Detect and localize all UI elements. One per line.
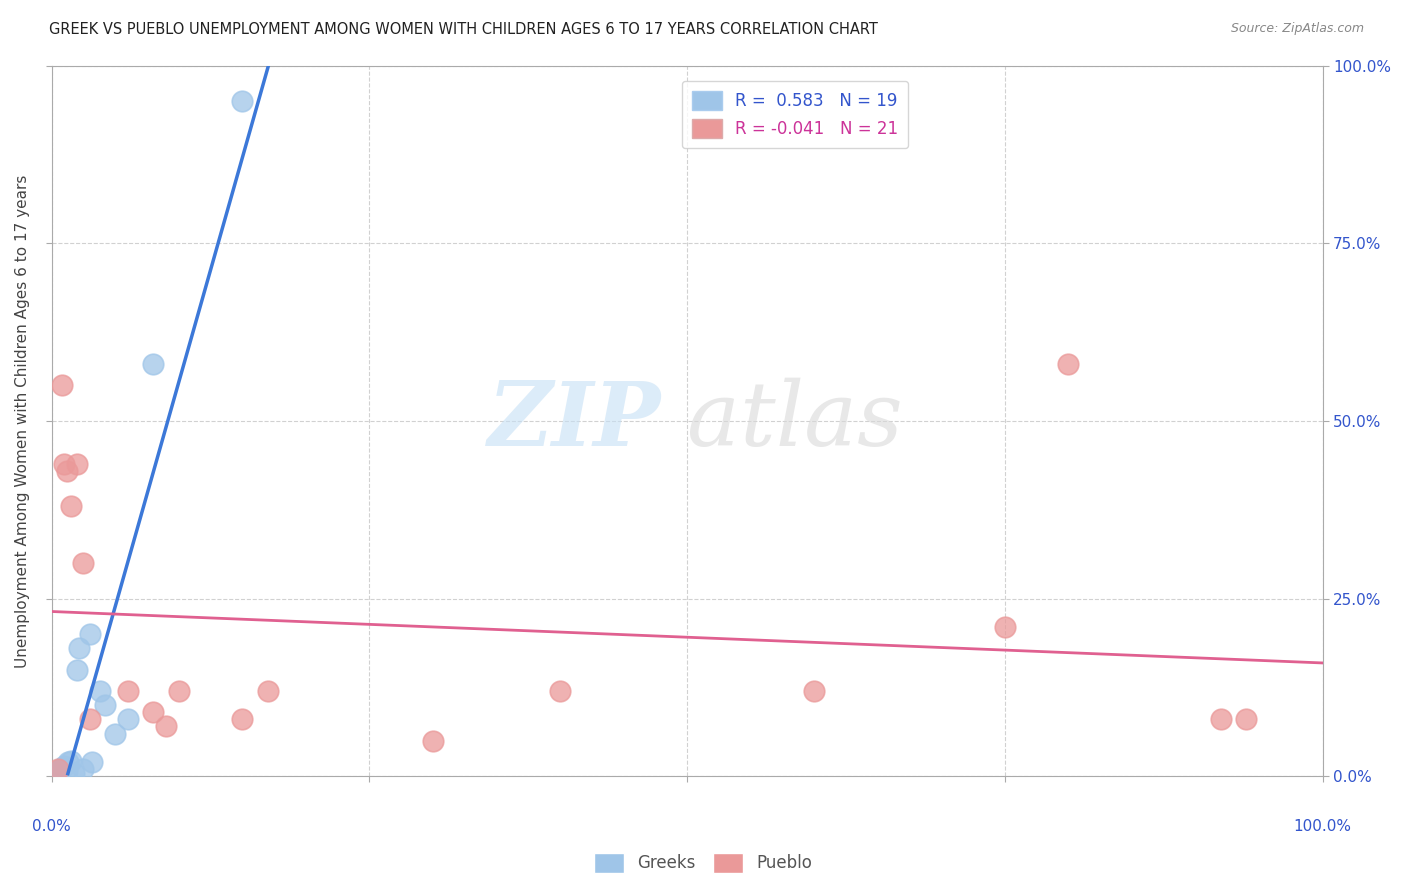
- Point: [59, 754, 82, 768]
- Point: [167, 684, 190, 698]
- Text: atlas: atlas: [688, 377, 903, 465]
- Point: [51, 761, 73, 775]
- Text: GREEK VS PUEBLO UNEMPLOYMENT AMONG WOMEN WITH CHILDREN AGES 6 TO 17 YEARS CORREL: GREEK VS PUEBLO UNEMPLOYMENT AMONG WOMEN…: [49, 22, 879, 37]
- Point: [803, 684, 825, 698]
- Point: [117, 712, 139, 726]
- Point: [53, 758, 76, 772]
- Point: [142, 357, 165, 371]
- Point: [104, 726, 127, 740]
- Point: [117, 684, 139, 698]
- Point: [53, 457, 76, 471]
- Text: 100.0%: 100.0%: [1294, 819, 1351, 834]
- Point: [46, 765, 69, 780]
- Point: [46, 762, 69, 776]
- Point: [72, 556, 94, 570]
- Legend: Greeks, Pueblo: Greeks, Pueblo: [588, 847, 818, 880]
- Point: [82, 755, 104, 769]
- Y-axis label: Unemployment Among Women with Children Ages 6 to 17 years: Unemployment Among Women with Children A…: [15, 174, 30, 667]
- Point: [1057, 357, 1080, 371]
- Point: [66, 663, 89, 677]
- Point: [231, 94, 253, 108]
- Point: [994, 620, 1017, 634]
- Point: [1234, 712, 1257, 726]
- Point: [1209, 712, 1232, 726]
- Text: 0.0%: 0.0%: [32, 819, 70, 834]
- Text: Source: ZipAtlas.com: Source: ZipAtlas.com: [1230, 22, 1364, 36]
- Point: [69, 641, 91, 656]
- Point: [256, 684, 278, 698]
- Point: [155, 719, 177, 733]
- Point: [94, 698, 117, 713]
- Point: [79, 712, 101, 726]
- Point: [59, 499, 82, 513]
- Point: [89, 684, 111, 698]
- Point: [55, 464, 77, 478]
- Point: [51, 378, 73, 392]
- Point: [79, 627, 101, 641]
- Text: ZIP: ZIP: [488, 377, 662, 464]
- Legend: R =  0.583   N = 19, R = -0.041   N = 21: R = 0.583 N = 19, R = -0.041 N = 21: [682, 81, 908, 148]
- Point: [49, 762, 72, 776]
- Point: [56, 755, 79, 769]
- Point: [548, 684, 571, 698]
- Point: [142, 705, 165, 719]
- Point: [231, 712, 253, 726]
- Point: [63, 765, 86, 780]
- Point: [55, 764, 77, 778]
- Point: [72, 762, 94, 776]
- Point: [66, 457, 89, 471]
- Point: [422, 733, 444, 747]
